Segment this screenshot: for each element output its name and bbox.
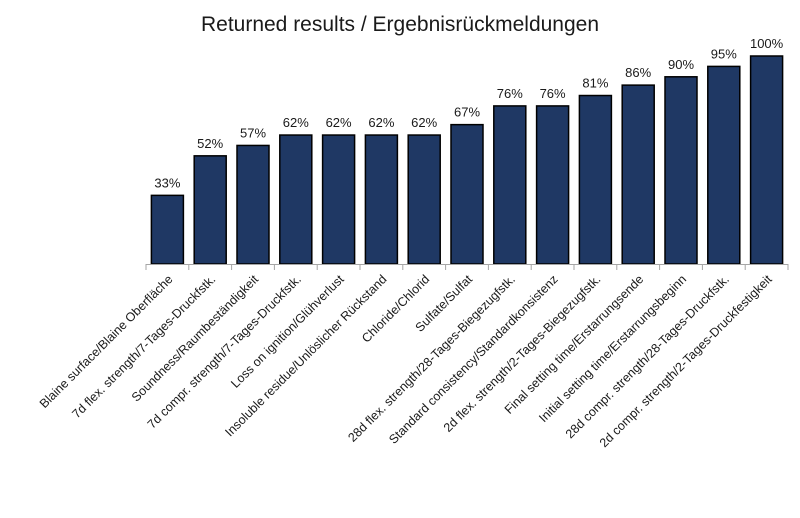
data-label: 57%: [240, 125, 266, 140]
bar: [749, 55, 784, 265]
x-tick-label: Insoluble residue/Unlöslicher Rückstand: [222, 272, 389, 439]
data-label: 52%: [197, 136, 223, 151]
data-label: 90%: [668, 57, 694, 72]
data-label: 100%: [750, 36, 784, 51]
bar: [150, 194, 185, 265]
x-tick-label: 28d compr. strength/28-Tages-Druckfstk.: [563, 272, 732, 441]
bar: [450, 123, 484, 265]
chart-title: Returned results / Ergebnisrückmeldungen: [201, 13, 599, 36]
data-label: 62%: [411, 115, 437, 130]
bar: [321, 134, 356, 265]
data-label: 76%: [497, 86, 523, 101]
data-label: 33%: [154, 175, 180, 190]
bar: [707, 65, 741, 265]
bar: [493, 105, 527, 265]
bar: [193, 155, 227, 265]
data-label: 62%: [368, 115, 394, 130]
data-label: 95%: [711, 46, 737, 61]
bar: [621, 84, 655, 265]
x-tick-label: 7d compr. strength/7-Tages-Druckfstk.: [145, 272, 304, 431]
data-label-group: 33% 52% 57% 62% 62% 62% 62% 67% 76% 76% 81% 86% 90% 9…: [154, 36, 783, 190]
x-tick-label: 2d flex. strength/2-Tages-Biegezugfstk.: [441, 272, 604, 435]
bar: [535, 105, 570, 265]
data-label: 81%: [582, 76, 608, 91]
bar: [578, 94, 613, 265]
data-label: 67%: [454, 105, 480, 120]
bar: [664, 76, 698, 265]
bar: [279, 134, 313, 265]
data-label: 62%: [326, 115, 352, 130]
data-label: 86%: [625, 65, 651, 80]
bar-group: [150, 55, 784, 265]
bar: [364, 134, 399, 265]
bar: [236, 144, 270, 265]
tick-mark-group: [145, 264, 789, 270]
bar: [407, 134, 441, 265]
data-label: 76%: [540, 86, 566, 101]
data-label: 62%: [283, 115, 309, 130]
